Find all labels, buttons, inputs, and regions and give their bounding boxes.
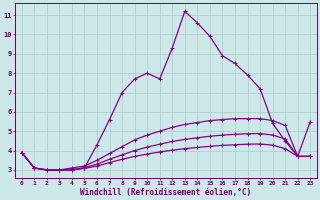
X-axis label: Windchill (Refroidissement éolien,°C): Windchill (Refroidissement éolien,°C) [80,188,252,197]
